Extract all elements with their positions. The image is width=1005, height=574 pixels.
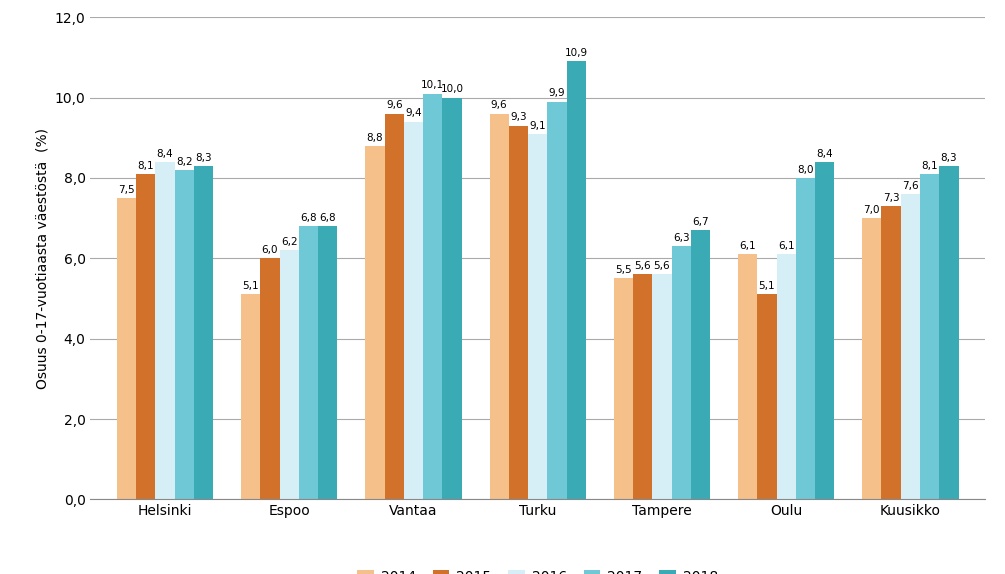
Text: 8,4: 8,4: [157, 149, 173, 158]
Text: 9,9: 9,9: [549, 88, 565, 98]
Text: 5,5: 5,5: [615, 265, 632, 275]
Text: 9,1: 9,1: [530, 121, 546, 130]
Text: 9,6: 9,6: [490, 100, 508, 110]
Text: 8,4: 8,4: [816, 149, 833, 158]
Bar: [796, 178, 815, 499]
Bar: [489, 114, 509, 499]
Text: 10,1: 10,1: [421, 80, 444, 90]
Bar: [633, 274, 652, 499]
Bar: [940, 166, 959, 499]
Bar: [156, 162, 175, 499]
Text: 6,1: 6,1: [778, 241, 794, 251]
Bar: [509, 126, 528, 499]
Legend: 2014, 2015, 2016, 2017, 2018: 2014, 2015, 2016, 2017, 2018: [352, 564, 724, 574]
Text: 8,0: 8,0: [797, 165, 814, 174]
Text: 6,2: 6,2: [281, 237, 297, 247]
Bar: [738, 254, 757, 499]
Text: 6,0: 6,0: [261, 245, 278, 255]
Text: 5,1: 5,1: [759, 281, 775, 291]
Bar: [548, 102, 567, 499]
Text: 8,1: 8,1: [922, 161, 938, 170]
Bar: [404, 122, 423, 499]
Text: 5,1: 5,1: [242, 281, 259, 291]
Bar: [690, 230, 711, 499]
Bar: [920, 174, 940, 499]
Text: 9,3: 9,3: [511, 113, 527, 122]
Text: 6,8: 6,8: [320, 213, 336, 223]
Bar: [881, 206, 900, 499]
Bar: [442, 98, 461, 499]
Bar: [298, 226, 319, 499]
Bar: [567, 61, 586, 499]
Bar: [900, 194, 920, 499]
Text: 7,6: 7,6: [902, 181, 919, 191]
Text: 8,3: 8,3: [941, 153, 957, 162]
Bar: [671, 246, 690, 499]
Bar: [279, 250, 298, 499]
Text: 6,8: 6,8: [300, 213, 317, 223]
Bar: [423, 94, 442, 499]
Bar: [757, 294, 777, 499]
Bar: [614, 278, 633, 499]
Text: 5,6: 5,6: [634, 261, 651, 271]
Text: 9,6: 9,6: [386, 100, 403, 110]
Text: 6,7: 6,7: [692, 217, 709, 227]
Y-axis label: Osuus 0-17-vuotiaasta väestöstä  (%): Osuus 0-17-vuotiaasta väestöstä (%): [35, 128, 49, 389]
Text: 8,3: 8,3: [195, 153, 212, 162]
Text: 5,6: 5,6: [653, 261, 670, 271]
Bar: [652, 274, 671, 499]
Bar: [862, 218, 881, 499]
Bar: [777, 254, 796, 499]
Bar: [365, 146, 385, 499]
Text: 6,1: 6,1: [740, 241, 756, 251]
Text: 7,5: 7,5: [119, 185, 135, 195]
Bar: [175, 170, 194, 499]
Bar: [260, 258, 279, 499]
Text: 7,3: 7,3: [882, 193, 899, 203]
Text: 8,2: 8,2: [176, 157, 193, 166]
Bar: [194, 166, 213, 499]
Bar: [528, 134, 548, 499]
Text: 10,9: 10,9: [565, 48, 588, 58]
Text: 6,3: 6,3: [672, 233, 689, 243]
Text: 8,8: 8,8: [367, 133, 383, 142]
Text: 7,0: 7,0: [863, 205, 880, 215]
Text: 8,1: 8,1: [138, 161, 154, 170]
Bar: [241, 294, 260, 499]
Text: 9,4: 9,4: [405, 108, 422, 118]
Bar: [319, 226, 338, 499]
Bar: [117, 198, 136, 499]
Bar: [815, 162, 834, 499]
Text: 10,0: 10,0: [440, 84, 463, 94]
Bar: [385, 114, 404, 499]
Bar: [136, 174, 156, 499]
